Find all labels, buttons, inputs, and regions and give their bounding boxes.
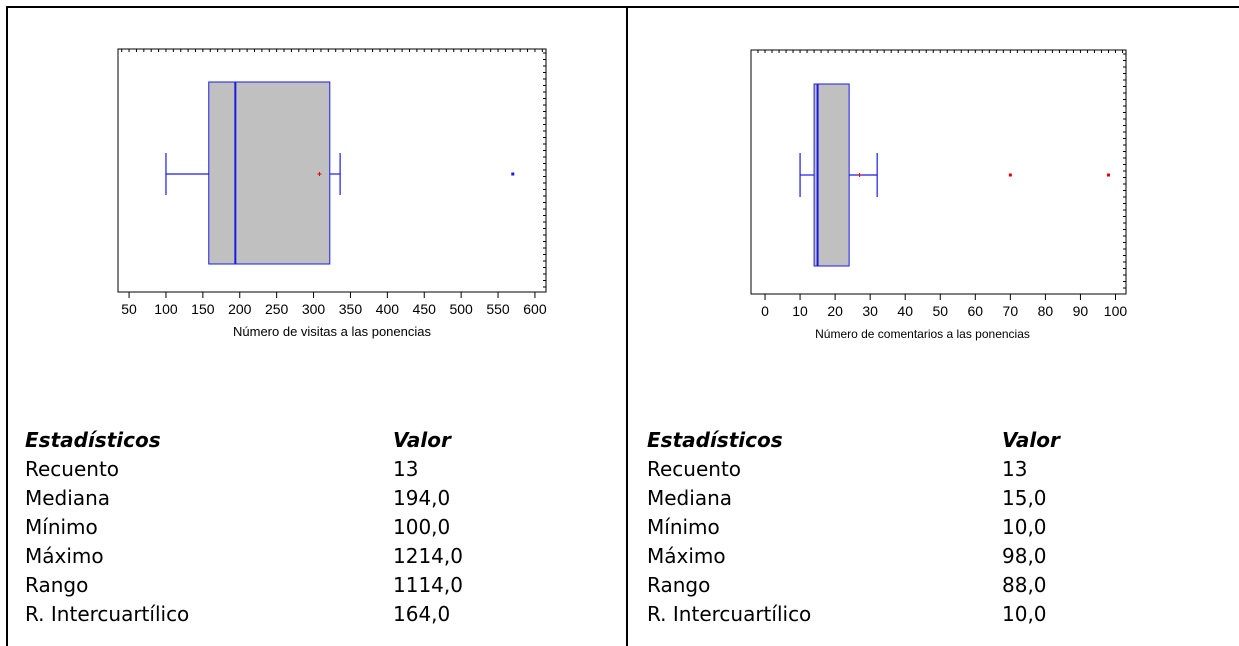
stats-label: Rango <box>25 573 89 597</box>
stats-row-min: Mínimo 10,0 <box>647 513 1207 542</box>
stats-value: 100,0 <box>393 515 451 539</box>
comments-stats-table: Estadísticos Valor Recuento 13 Mediana 1… <box>647 426 1207 629</box>
stats-value: 1214,0 <box>393 544 463 568</box>
x-axis-label: Número de comentarios a las ponencias <box>815 327 1030 341</box>
plot-frame <box>750 49 1127 295</box>
stats-label: Rango <box>647 573 711 597</box>
outer-frame <box>6 6 1239 646</box>
x-tick-label: 100 <box>1104 303 1128 319</box>
x-axis-label: Número de visitas a las ponencias <box>233 324 431 339</box>
x-tick-label: 60 <box>968 303 984 319</box>
outlier-point <box>511 172 515 176</box>
x-tick-label: 500 <box>449 301 473 317</box>
comments-boxplot: 0 10 20 30 40 50 60 70 80 90 100 Número de comentar… <box>750 49 1128 341</box>
left-panel: 50 100 150 200 250 300 350 400 450 500 550 600 Númer… <box>25 48 585 629</box>
stats-row-median: Mediana 15,0 <box>647 484 1207 513</box>
x-tick-label: 350 <box>339 301 363 317</box>
x-tick-label: 50 <box>932 303 948 319</box>
stats-header-row: Estadísticos Valor <box>647 426 1207 455</box>
x-tick-label: 30 <box>862 303 878 319</box>
panel-divider <box>626 6 628 646</box>
stats-label: Mediana <box>647 486 732 510</box>
iqr-box <box>208 81 331 265</box>
stats-row-count: Recuento 13 <box>647 455 1207 484</box>
stats-value: 164,0 <box>393 602 451 626</box>
stats-row-count: Recuento 13 <box>25 455 585 484</box>
stats-label: Mínimo <box>647 515 720 539</box>
stats-row-iqr: R. Intercuartílico 10,0 <box>647 600 1207 629</box>
x-tick-label: 90 <box>1073 303 1089 319</box>
stats-label: R. Intercuartílico <box>25 602 190 626</box>
iqr-box <box>813 83 850 267</box>
stats-row-iqr: R. Intercuartílico 164,0 <box>25 600 585 629</box>
x-tick-label: 10 <box>792 303 808 319</box>
outlier-point <box>1008 173 1012 177</box>
stats-row-max: Máximo 98,0 <box>647 542 1207 571</box>
x-tick-label: 0 <box>761 303 769 319</box>
outlier-point <box>1106 173 1110 177</box>
stats-header-row: Estadísticos Valor <box>25 426 585 455</box>
stats-value: 88,0 <box>1002 573 1047 597</box>
stats-row-median: Mediana 194,0 <box>25 484 585 513</box>
x-tick-label: 80 <box>1038 303 1054 319</box>
x-tick-label: 600 <box>523 301 547 317</box>
x-tick-label: 300 <box>302 301 326 317</box>
stats-header-value: Valor <box>393 428 451 452</box>
stats-label: Mínimo <box>25 515 98 539</box>
stats-header-label: Estadísticos <box>25 428 161 452</box>
stats-value: 10,0 <box>1002 515 1047 539</box>
stats-row-max: Máximo 1214,0 <box>25 542 585 571</box>
stats-label: Máximo <box>647 544 726 568</box>
stats-label: Recuento <box>25 457 120 481</box>
x-tick-label: 450 <box>413 301 437 317</box>
x-tick-label: 200 <box>228 301 252 317</box>
plot-frame <box>117 48 547 293</box>
visits-stats-table: Estadísticos Valor Recuento 13 Mediana 1… <box>25 426 585 629</box>
x-tick-label: 40 <box>897 303 913 319</box>
x-tick-label: 70 <box>1003 303 1019 319</box>
stats-label: Máximo <box>25 544 104 568</box>
x-tick-label: 50 <box>121 301 137 317</box>
stats-row-range: Rango 1114,0 <box>25 571 585 600</box>
stats-value: 13 <box>1002 457 1028 481</box>
stats-value: 194,0 <box>393 486 451 510</box>
x-tick-label: 400 <box>376 301 400 317</box>
x-tick-label: 100 <box>154 301 178 317</box>
x-tick-label: 150 <box>191 301 215 317</box>
stats-header-label: Estadísticos <box>647 428 783 452</box>
stats-label: Recuento <box>647 457 742 481</box>
x-tick-label: 550 <box>486 301 510 317</box>
stats-row-min: Mínimo 100,0 <box>25 513 585 542</box>
x-tick-label: 250 <box>265 301 289 317</box>
x-tick-label: 20 <box>827 303 843 319</box>
stats-value: 15,0 <box>1002 486 1047 510</box>
stats-value: 98,0 <box>1002 544 1047 568</box>
right-panel: 0 10 20 30 40 50 60 70 80 90 100 Número de comentar… <box>628 0 1239 646</box>
visits-boxplot: 50 100 150 200 250 300 350 400 450 500 550 600 Númer… <box>117 48 547 339</box>
stats-value: 1114,0 <box>393 573 463 597</box>
stats-value: 13 <box>393 457 419 481</box>
stats-value: 10,0 <box>1002 602 1047 626</box>
stats-row-range: Rango 88,0 <box>647 571 1207 600</box>
stats-header-value: Valor <box>1002 428 1060 452</box>
stats-label: R. Intercuartílico <box>647 602 812 626</box>
stats-label: Mediana <box>25 486 110 510</box>
